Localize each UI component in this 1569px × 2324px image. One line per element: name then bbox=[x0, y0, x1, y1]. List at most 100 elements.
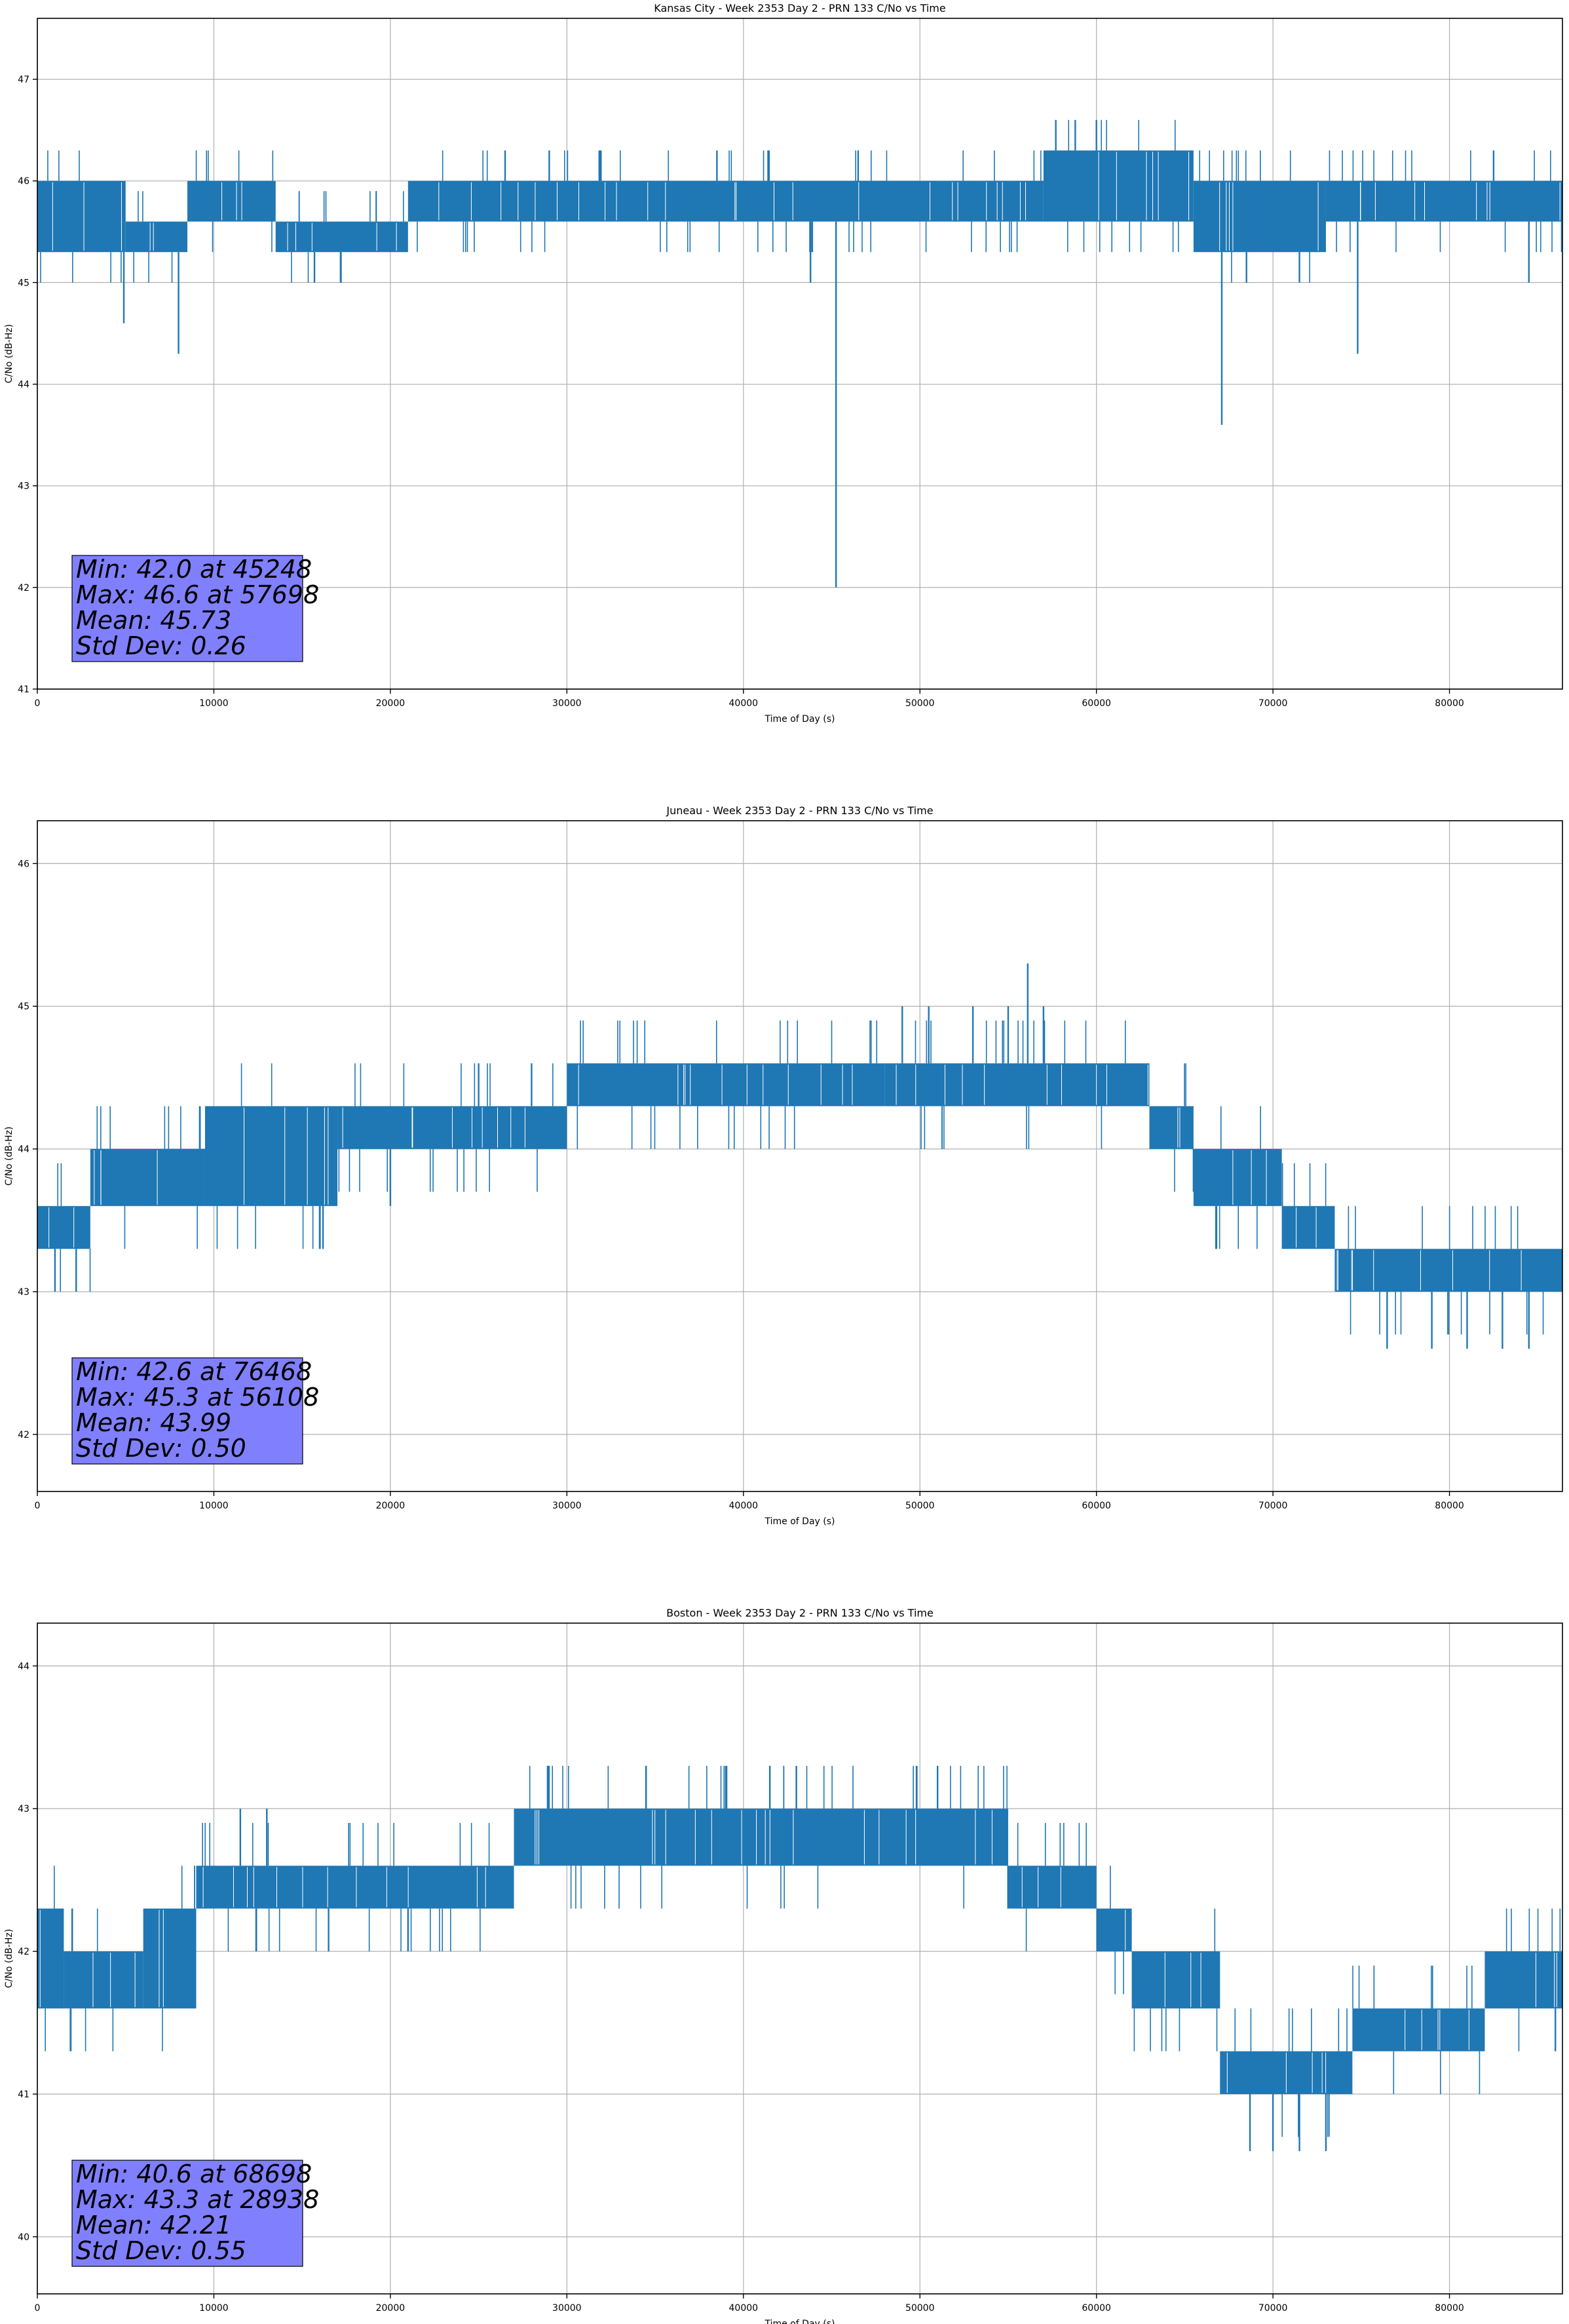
chart-title: Kansas City - Week 2353 Day 2 - PRN 133 … bbox=[654, 2, 945, 14]
x-tick-label: 60000 bbox=[1082, 2303, 1111, 2314]
stats-max: Max: 46.6 at 57698 bbox=[76, 580, 319, 609]
series-band bbox=[275, 221, 408, 252]
x-tick-label: 30000 bbox=[552, 2303, 582, 2314]
y-tick-label: 44 bbox=[18, 1144, 29, 1155]
x-tick-label: 40000 bbox=[729, 698, 759, 709]
chart-title: Boston - Week 2353 Day 2 - PRN 133 C/No … bbox=[666, 1607, 934, 1619]
series-trace bbox=[37, 963, 1562, 1349]
y-tick-label: 41 bbox=[18, 2090, 29, 2100]
x-tick-label: 20000 bbox=[376, 698, 406, 709]
stats-max: Max: 43.3 at 28938 bbox=[76, 2185, 319, 2214]
axes-frame bbox=[37, 18, 1563, 690]
x-tick-label: 40000 bbox=[729, 1501, 759, 1511]
y-axis-label: C/No (dB-Hz) bbox=[4, 324, 14, 383]
x-tick-label: 80000 bbox=[1435, 1501, 1464, 1511]
y-tick-label: 46 bbox=[18, 176, 29, 187]
x-tick-label: 10000 bbox=[199, 1501, 229, 1511]
series-band bbox=[187, 181, 276, 222]
stats-min: Min: 42.0 at 45248 bbox=[76, 555, 312, 584]
x-tick-label: 80000 bbox=[1435, 2303, 1464, 2314]
x-tick-label: 80000 bbox=[1435, 698, 1464, 709]
x-tick-label: 70000 bbox=[1258, 1501, 1288, 1511]
stats-max: Max: 45.3 at 56108 bbox=[76, 1383, 319, 1412]
series-band bbox=[64, 1951, 143, 2009]
series-band bbox=[143, 1908, 197, 2009]
series-band bbox=[1352, 2008, 1485, 2052]
stats-box-background bbox=[71, 2160, 303, 2267]
x-tick-label: 20000 bbox=[376, 1501, 406, 1511]
series-band bbox=[1325, 181, 1562, 222]
chart-panel-2: 0 10000 20000 30000 40000 50000 60000 70000 8000… bbox=[4, 804, 1563, 1527]
series-band bbox=[37, 1908, 64, 2009]
x-axis-label: Time of Day (s) bbox=[765, 2319, 835, 2324]
y-tick-label: 41 bbox=[18, 684, 29, 695]
series-band bbox=[1096, 1908, 1132, 1952]
y-tick-label: 45 bbox=[18, 1002, 29, 1012]
stats-mean: Mean: 43.99 bbox=[76, 1408, 231, 1437]
x-tick-label: 30000 bbox=[552, 1501, 582, 1511]
x-tick-label: 50000 bbox=[905, 698, 935, 709]
x-tick-label: 50000 bbox=[905, 1501, 935, 1511]
x-tick-label: 10000 bbox=[199, 2303, 229, 2314]
y-tick-label: 43 bbox=[18, 481, 29, 492]
series-band bbox=[90, 1149, 205, 1207]
x-axis-label: Time of Day (s) bbox=[765, 1516, 835, 1527]
x-tick-label: 40000 bbox=[729, 2303, 759, 2314]
x-axis-label: Time of Day (s) bbox=[765, 714, 835, 724]
chart-title: Juneau - Week 2353 Day 2 - PRN 133 C/No … bbox=[666, 804, 933, 817]
stats-std: Std Dev: 0.50 bbox=[76, 1434, 246, 1463]
stats-std: Std Dev: 0.26 bbox=[76, 631, 246, 660]
axes-frame bbox=[37, 820, 1563, 1492]
axes-frame bbox=[37, 1622, 1563, 2295]
y-tick-label: 43 bbox=[18, 1804, 29, 1814]
x-tick-label: 0 bbox=[35, 2303, 41, 2314]
stats-mean: Mean: 45.73 bbox=[76, 606, 231, 635]
chart-panel-1: 0 10000 20000 30000 40000 50000 60000 70000 8000… bbox=[4, 2, 1563, 724]
series-band bbox=[1008, 1865, 1097, 1909]
series-band bbox=[1484, 1951, 1562, 2009]
x-tick-label: 70000 bbox=[1258, 698, 1288, 709]
series-trace bbox=[37, 1765, 1562, 2152]
series-band bbox=[37, 181, 126, 252]
series-band bbox=[407, 181, 1044, 222]
series-band bbox=[567, 1063, 885, 1106]
x-tick-label: 0 bbox=[35, 1501, 41, 1511]
series-band bbox=[1043, 150, 1194, 222]
stats-mean: Mean: 42.21 bbox=[76, 2211, 231, 2240]
series-band bbox=[1193, 1149, 1282, 1207]
stats-box-background bbox=[71, 555, 303, 662]
stats-min: Min: 40.6 at 68698 bbox=[76, 2160, 312, 2188]
series-band bbox=[204, 1106, 338, 1207]
series-band bbox=[1193, 181, 1326, 252]
series-band bbox=[196, 1865, 514, 1909]
y-tick-label: 44 bbox=[18, 1661, 29, 1672]
series-band bbox=[1334, 1248, 1562, 1292]
series-band bbox=[125, 221, 188, 252]
y-tick-label: 40 bbox=[18, 2232, 29, 2243]
series-band bbox=[37, 1206, 90, 1249]
x-tick-label: 60000 bbox=[1082, 1501, 1111, 1511]
x-tick-label: 50000 bbox=[905, 2303, 935, 2314]
series-band bbox=[1281, 1206, 1335, 1249]
series-band bbox=[884, 1063, 1150, 1106]
stats-box-background bbox=[71, 1357, 303, 1465]
series-band bbox=[1149, 1106, 1194, 1150]
y-axis-label: C/No (dB-Hz) bbox=[4, 1127, 14, 1186]
x-tick-label: 20000 bbox=[376, 2303, 406, 2314]
y-tick-label: 44 bbox=[18, 380, 29, 390]
x-tick-label: 60000 bbox=[1082, 698, 1111, 709]
stats-min: Min: 42.6 at 76468 bbox=[76, 1357, 312, 1386]
y-tick-label: 43 bbox=[18, 1287, 29, 1298]
chart-panel-3: 0 10000 20000 30000 40000 50000 60000 70000 8000… bbox=[4, 1607, 1563, 2324]
x-tick-label: 70000 bbox=[1258, 2303, 1288, 2314]
series-band bbox=[1131, 1951, 1220, 2009]
x-tick-label: 10000 bbox=[199, 698, 229, 709]
y-tick-label: 47 bbox=[18, 75, 29, 85]
y-tick-label: 42 bbox=[18, 583, 29, 593]
y-tick-label: 45 bbox=[18, 278, 29, 288]
y-tick-label: 42 bbox=[18, 1947, 29, 1957]
